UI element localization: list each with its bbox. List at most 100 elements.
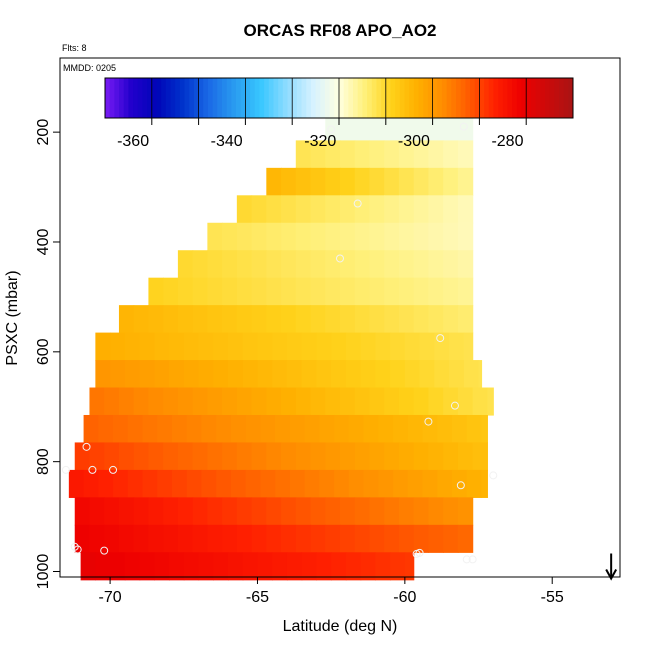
heatmap-cell (345, 552, 362, 581)
heatmap-cell (157, 414, 173, 444)
heatmap-cell (463, 360, 480, 389)
heatmap-cell (163, 305, 179, 334)
heatmap-cell (378, 414, 394, 444)
heatmap-cell (378, 469, 394, 498)
colorbar-swatch (339, 78, 345, 118)
heatmap-cell (443, 112, 459, 141)
heatmap-cell (457, 524, 474, 553)
heatmap-cell (281, 277, 297, 306)
heatmap-cell (331, 332, 347, 361)
colorbar-frame (104, 77, 574, 119)
heatmap-cell (369, 250, 385, 279)
heatmap-cell (207, 387, 223, 416)
heatmap-cell (251, 524, 267, 553)
colorbar-swatch (264, 78, 270, 118)
heatmap-cell (428, 387, 444, 416)
heatmap-cell (251, 195, 267, 224)
heatmap-cell (289, 469, 306, 498)
heatmap-cell (198, 332, 214, 361)
heatmap-cell (443, 222, 459, 251)
heatmap-cell (257, 332, 273, 361)
heatmap-cell (110, 360, 126, 389)
colorbar-swatch (315, 78, 321, 118)
heatmap-cell (124, 360, 141, 389)
heatmap-cell (80, 552, 96, 581)
heatmap-cell (124, 552, 141, 581)
heatmap-cell (222, 524, 238, 553)
heatmap-cell (316, 552, 332, 581)
heatmap-cell (443, 140, 459, 169)
colorbar-swatch (526, 78, 532, 118)
heatmap-cell (172, 414, 188, 444)
heatmap-cell (192, 250, 208, 279)
heatmap-cell (251, 387, 267, 416)
y-tick-label: 400 (35, 229, 52, 256)
colorbar-swatch (142, 78, 148, 118)
colorbar-swatch (287, 78, 293, 118)
heatmap-cell (345, 360, 362, 389)
heatmap-cell (89, 497, 105, 526)
arrow-head (605, 569, 618, 581)
heatmap-cell (369, 112, 385, 141)
colorbar-swatch (282, 78, 289, 118)
heatmap-cell (310, 140, 326, 169)
heatmap-cell (295, 524, 312, 553)
heatmap-cell (207, 497, 223, 526)
colorbar-tick-label: -280 (491, 133, 523, 150)
heatmap-cell (319, 469, 335, 498)
heatmap-cell (281, 195, 297, 224)
heatmap-cell (183, 332, 200, 361)
heatmap-cell (404, 360, 421, 389)
heatmap-cell (266, 524, 282, 553)
heatmap-cell (177, 524, 194, 553)
colorbar-swatch (193, 78, 200, 118)
heatmap-cell (301, 552, 318, 581)
heatmap-cell (133, 305, 150, 334)
heatmap-cell (375, 360, 391, 389)
heatmap-cell (354, 195, 371, 224)
heatmap-cell (354, 442, 371, 471)
sample-point (462, 555, 471, 564)
heatmap-cell (413, 387, 430, 416)
heatmap-cell (295, 442, 312, 471)
sample-point (70, 542, 79, 551)
heatmap-cell (384, 277, 400, 306)
colorbar-swatch (385, 78, 391, 118)
colorbar-swatch (413, 78, 420, 118)
heatmap-cell (89, 442, 105, 471)
heatmap-cell (304, 469, 320, 498)
heatmap-cell (413, 222, 430, 251)
heatmap-cell (236, 524, 253, 553)
heatmap-cell (369, 497, 385, 526)
heatmap-cell (83, 414, 99, 444)
heatmap-cell (295, 250, 312, 279)
heatmap-cell (481, 469, 488, 498)
heatmap-cell (434, 360, 450, 389)
heatmap-cell (266, 442, 282, 471)
heatmap-cell (281, 524, 297, 553)
colorbar-swatch (427, 78, 434, 118)
heatmap-cell (434, 332, 450, 361)
heatmap-cell (384, 250, 400, 279)
colorbar-swatch (441, 78, 448, 118)
heatmap-cell (428, 250, 444, 279)
heatmap-cell (319, 414, 335, 444)
heatmap-cell (331, 552, 347, 581)
heatmap-cell (89, 524, 105, 553)
heatmap-cell (413, 195, 430, 224)
heatmap-cell (192, 305, 208, 334)
heatmap-cell (325, 222, 341, 251)
colorbar-swatch (203, 78, 209, 118)
colorbar-swatch (465, 78, 471, 118)
x-axis: -70 -65 -60 -55 (99, 577, 564, 606)
sample-point (468, 555, 477, 564)
heatmap-cell (242, 360, 259, 389)
heatmap-cell (457, 112, 474, 141)
heatmap-cell (457, 140, 474, 169)
heatmap-cell (437, 414, 453, 444)
heatmap-cell (95, 332, 111, 361)
colorbar-swatch (165, 78, 172, 118)
heatmap-cell (354, 277, 371, 306)
heatmap-cell (272, 552, 288, 581)
